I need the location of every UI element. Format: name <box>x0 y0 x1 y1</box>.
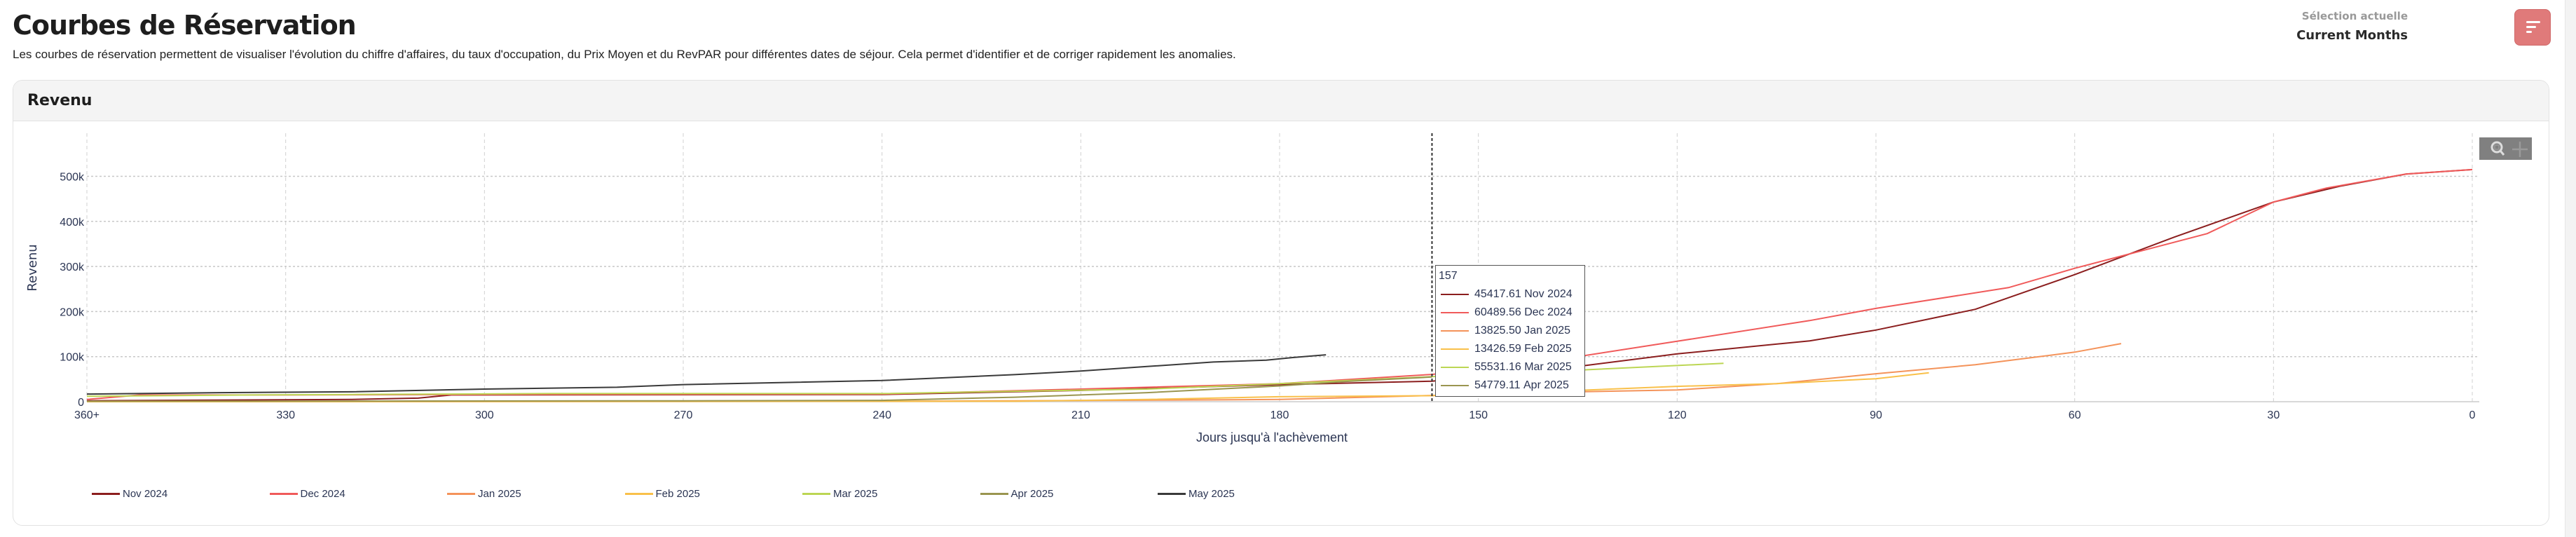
legend-item[interactable]: Apr 2025 <box>980 488 1054 500</box>
chart-toolbox <box>2479 137 2532 160</box>
card-title: Revenu <box>27 92 93 109</box>
tooltip-value: 60489.56 <box>1474 306 1521 318</box>
series-line-apr-2025 <box>86 376 1432 402</box>
legend-label: Feb 2025 <box>655 488 700 500</box>
x-tick-label: 0 <box>2469 409 2476 421</box>
legend-item[interactable]: Mar 2025 <box>802 488 877 500</box>
selection-value: Current Months <box>2296 28 2408 43</box>
x-tick-label: 150 <box>1469 409 1488 421</box>
series-line-jan-2025 <box>86 343 2122 402</box>
legend-item[interactable]: Jan 2025 <box>447 488 521 500</box>
tooltip-series: Apr 2025 <box>1523 379 1569 391</box>
series-swatch <box>1441 312 1469 313</box>
page-description: Les courbes de réservation permettent de… <box>13 48 1236 61</box>
tooltip-series: Feb 2025 <box>1524 343 1572 355</box>
tooltip-row: 54779.11 Apr 2025 <box>1441 376 1584 395</box>
x-tick-label: 360+ <box>74 409 100 421</box>
legend-label: Nov 2024 <box>123 488 168 500</box>
legend-swatch <box>802 493 830 495</box>
tooltip-value: 13825.50 <box>1474 325 1521 337</box>
tooltip-series: Mar 2025 <box>1524 361 1572 373</box>
legend-item[interactable]: Feb 2025 <box>624 488 700 500</box>
zoom-icon[interactable] <box>2491 141 2505 156</box>
tooltip-row: 45417.61 Nov 2024 <box>1441 285 1584 304</box>
tooltip-value: 54779.11 <box>1474 379 1521 391</box>
legend-swatch <box>269 493 298 495</box>
x-tick-label: 330 <box>276 409 295 421</box>
x-tick-label: 120 <box>1668 409 1687 421</box>
tooltip-series: Jan 2025 <box>1524 325 1571 337</box>
tooltip-value: 55531.16 <box>1474 361 1521 373</box>
selection-label: Sélection actuelle <box>2301 10 2408 22</box>
series-swatch <box>1441 294 1469 295</box>
tooltip-value: 13426.59 <box>1474 343 1521 355</box>
x-axis-title: Jours jusqu'à l'achèvement <box>1196 430 1348 444</box>
legend-label: Dec 2024 <box>300 488 345 500</box>
legend-swatch <box>92 493 120 495</box>
x-tick-label: 270 <box>674 409 693 421</box>
tooltip-value: 45417.61 <box>1474 288 1521 300</box>
tooltip-row: 13825.50 Jan 2025 <box>1441 322 1584 340</box>
legend-label: Mar 2025 <box>833 488 878 500</box>
legend-item[interactable]: Dec 2024 <box>269 488 345 500</box>
x-tick-label: 30 <box>2267 409 2280 421</box>
revenue-card: Revenu <box>13 80 2549 526</box>
tooltip-row: 55531.16 Mar 2025 <box>1441 358 1584 376</box>
legend-item[interactable]: May 2025 <box>1158 488 1235 500</box>
series-swatch <box>1441 348 1469 350</box>
legend-item[interactable]: Nov 2024 <box>92 488 167 500</box>
scrollbar[interactable] <box>2565 0 2576 537</box>
legend-swatch <box>1158 493 1186 495</box>
x-tick-label: 300 <box>475 409 494 421</box>
x-tick-label: 210 <box>1071 409 1090 421</box>
x-tick-label: 180 <box>1270 409 1289 421</box>
legend-swatch <box>980 493 1008 495</box>
series-swatch <box>1441 385 1469 386</box>
y-tick-label: 200k <box>60 306 85 318</box>
chart-tooltip: 157 45417.61 Nov 2024 60489.56 Dec 2024 13… <box>1435 265 1585 397</box>
legend-swatch <box>447 493 475 495</box>
x-tick-label: 240 <box>872 409 891 421</box>
legend-label: Apr 2025 <box>1010 488 1054 500</box>
legend-swatch <box>624 493 653 495</box>
tooltip-row: 13426.59 Feb 2025 <box>1441 340 1584 358</box>
x-tick-label: 60 <box>2069 409 2081 421</box>
y-tick-label: 0 <box>78 397 84 409</box>
y-axis-title: Revenu <box>25 244 40 291</box>
x-tick-label: 90 <box>1870 409 1882 421</box>
pan-icon[interactable] <box>2512 142 2528 157</box>
y-tick-label: 500k <box>60 172 85 184</box>
series-line-may-2025 <box>86 354 1327 395</box>
tooltip-row: 60489.56 Dec 2024 <box>1441 304 1584 322</box>
y-tick-label: 300k <box>60 261 85 273</box>
y-tick-label: 400k <box>60 217 85 229</box>
current-selection: Sélection actuelle Current Months <box>2296 10 2408 43</box>
legend-label: Jan 2025 <box>478 488 521 500</box>
legend-label: May 2025 <box>1188 488 1235 500</box>
tooltip-series: Nov 2024 <box>1524 288 1573 300</box>
card-header <box>13 81 2549 121</box>
tooltip-day: 157 <box>1439 270 1458 282</box>
page-title: Courbes de Réservation <box>13 10 357 41</box>
y-tick-label: 100k <box>60 352 85 364</box>
filter-button[interactable] <box>2514 9 2551 46</box>
series-swatch <box>1441 367 1469 368</box>
series-swatch <box>1441 330 1469 332</box>
tooltip-series: Dec 2024 <box>1524 306 1573 318</box>
